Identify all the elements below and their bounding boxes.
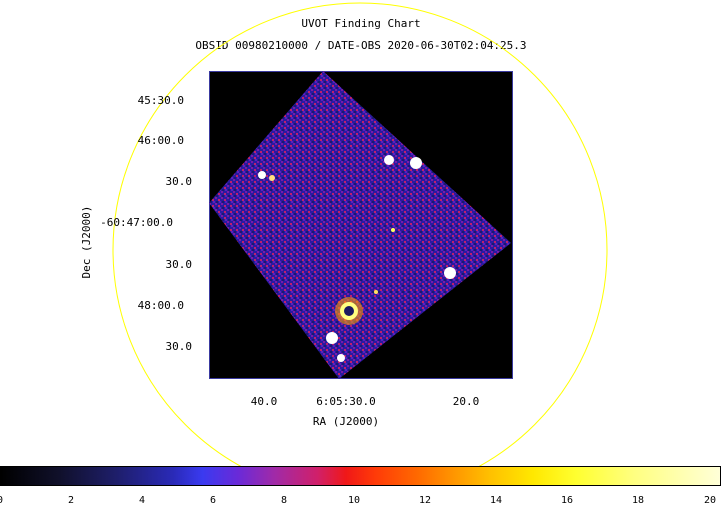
colorbar-tick: 20: [703, 495, 717, 506]
star: [391, 228, 395, 232]
x-tick: 40.0: [250, 395, 278, 408]
stars: [258, 155, 456, 362]
star: [269, 175, 275, 181]
y-tick: 30.0: [165, 175, 193, 188]
colorbar-tick: 0: [0, 495, 10, 506]
colorbar: [0, 466, 721, 486]
colorbar-tick: 6: [209, 495, 217, 506]
colorbar-tick: 12: [418, 495, 432, 506]
star: [410, 157, 422, 169]
y-tick: 45:30.0: [137, 94, 184, 107]
colorbar-tick: 14: [489, 495, 503, 506]
x-tick: 6:05:30.0: [316, 395, 376, 408]
star: [344, 306, 354, 316]
chart-title: UVOT Finding Chart: [301, 17, 421, 30]
colorbar-tick: 8: [280, 495, 288, 506]
y-tick: 46:00.0: [137, 134, 184, 147]
field-circle: [112, 2, 608, 466]
colorbar-tick: 16: [560, 495, 574, 506]
colorbar-tick: 10: [347, 495, 361, 506]
star: [258, 171, 266, 179]
sky-image: [209, 71, 511, 379]
x-tick: 20.0: [452, 395, 480, 408]
colorbar-tick: 2: [67, 495, 75, 506]
star: [444, 267, 456, 279]
star: [326, 332, 338, 344]
exposure-region: [209, 71, 511, 379]
x-axis-label: RA (J2000): [312, 415, 380, 428]
y-tick: 30.0: [165, 340, 193, 353]
y-tick: 30.0: [165, 258, 193, 271]
y-axis-label: Dec (J2000): [80, 205, 93, 279]
star: [374, 290, 378, 294]
star: [337, 354, 345, 362]
colorbar-tick: 4: [138, 495, 146, 506]
chart-subtitle: OBSID 00980210000 / DATE-OBS 2020-06-30T…: [195, 39, 527, 52]
star: [384, 155, 394, 165]
y-tick: 48:00.0: [137, 299, 184, 312]
y-tick: -60:47:00.0: [100, 216, 173, 229]
colorbar-tick: 18: [631, 495, 645, 506]
